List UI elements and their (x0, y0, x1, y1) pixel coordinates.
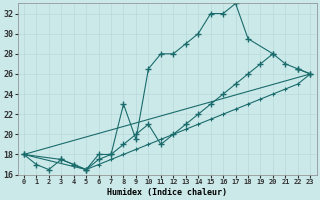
X-axis label: Humidex (Indice chaleur): Humidex (Indice chaleur) (107, 188, 227, 197)
